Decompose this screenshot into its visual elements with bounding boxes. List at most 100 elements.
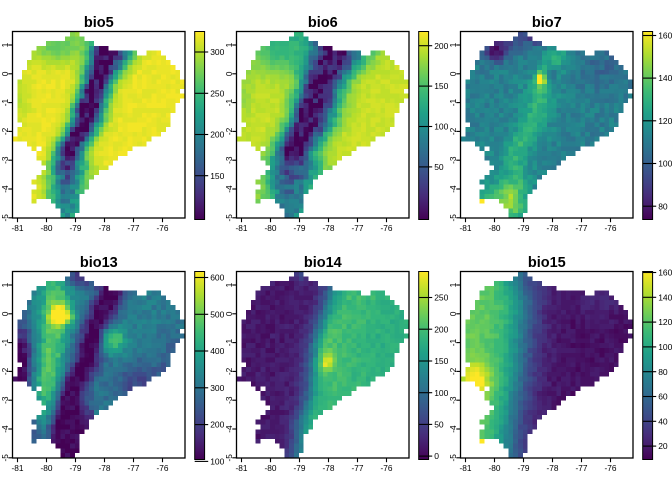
svg-text:100: 100 xyxy=(434,388,448,398)
svg-text:bio15: bio15 xyxy=(528,255,566,271)
svg-text:-78: -78 xyxy=(99,223,111,233)
svg-text:-76: -76 xyxy=(605,463,617,473)
svg-text:60: 60 xyxy=(658,392,668,402)
svg-text:-81: -81 xyxy=(460,223,472,233)
svg-text:-3: -3 xyxy=(224,156,234,164)
svg-text:-76: -76 xyxy=(381,223,393,233)
svg-text:-3: -3 xyxy=(0,156,10,164)
svg-text:1: 1 xyxy=(448,42,458,47)
svg-text:200: 200 xyxy=(210,130,224,140)
svg-text:-4: -4 xyxy=(224,185,234,193)
svg-text:500: 500 xyxy=(210,309,224,319)
svg-text:-1: -1 xyxy=(448,99,458,107)
svg-text:-79: -79 xyxy=(518,463,530,473)
svg-text:0: 0 xyxy=(448,71,458,76)
svg-text:1: 1 xyxy=(0,282,10,287)
svg-text:-2: -2 xyxy=(0,127,10,135)
svg-text:250: 250 xyxy=(434,293,448,303)
svg-text:bio14: bio14 xyxy=(304,255,342,271)
svg-text:100: 100 xyxy=(658,342,672,352)
svg-text:300: 300 xyxy=(210,383,224,393)
svg-text:150: 150 xyxy=(210,171,224,181)
svg-text:-79: -79 xyxy=(518,223,530,233)
svg-text:-79: -79 xyxy=(70,463,82,473)
svg-text:-78: -78 xyxy=(323,223,335,233)
svg-text:0: 0 xyxy=(224,71,234,76)
svg-text:-2: -2 xyxy=(224,367,234,375)
svg-text:-81: -81 xyxy=(12,223,24,233)
svg-text:250: 250 xyxy=(210,88,224,98)
svg-text:0: 0 xyxy=(0,71,10,76)
svg-text:50: 50 xyxy=(434,162,444,172)
svg-text:-2: -2 xyxy=(448,367,458,375)
svg-text:200: 200 xyxy=(210,420,224,430)
svg-text:-5: -5 xyxy=(448,214,458,222)
svg-text:1: 1 xyxy=(0,42,10,47)
svg-text:-1: -1 xyxy=(448,339,458,347)
svg-text:-81: -81 xyxy=(236,223,248,233)
svg-text:bio7: bio7 xyxy=(532,15,562,31)
svg-text:-1: -1 xyxy=(224,99,234,107)
svg-text:-3: -3 xyxy=(0,396,10,404)
svg-text:-80: -80 xyxy=(489,463,501,473)
svg-text:50: 50 xyxy=(434,420,444,430)
svg-text:-3: -3 xyxy=(448,156,458,164)
svg-text:-1: -1 xyxy=(224,339,234,347)
svg-text:-4: -4 xyxy=(448,185,458,193)
svg-text:-77: -77 xyxy=(128,223,140,233)
svg-text:120: 120 xyxy=(658,116,672,126)
svg-text:140: 140 xyxy=(658,292,672,302)
svg-text:-80: -80 xyxy=(41,463,53,473)
svg-text:-80: -80 xyxy=(41,223,53,233)
svg-text:20: 20 xyxy=(658,441,668,451)
svg-text:-3: -3 xyxy=(224,396,234,404)
svg-text:400: 400 xyxy=(210,346,224,356)
svg-text:-80: -80 xyxy=(489,223,501,233)
svg-text:160: 160 xyxy=(658,31,672,41)
svg-text:100: 100 xyxy=(210,457,224,467)
svg-text:140: 140 xyxy=(658,73,672,83)
svg-text:120: 120 xyxy=(658,317,672,327)
svg-text:1: 1 xyxy=(224,282,234,287)
svg-text:-77: -77 xyxy=(128,463,140,473)
svg-text:-78: -78 xyxy=(99,463,111,473)
svg-text:40: 40 xyxy=(658,416,668,426)
svg-text:bio6: bio6 xyxy=(308,15,338,31)
svg-text:1: 1 xyxy=(448,282,458,287)
svg-text:-81: -81 xyxy=(12,463,24,473)
svg-text:300: 300 xyxy=(210,47,224,57)
svg-text:80: 80 xyxy=(658,367,668,377)
svg-text:80: 80 xyxy=(658,201,668,211)
svg-text:bio13: bio13 xyxy=(80,255,118,271)
svg-text:-3: -3 xyxy=(448,396,458,404)
svg-text:-78: -78 xyxy=(547,223,559,233)
svg-text:600: 600 xyxy=(210,273,224,283)
svg-text:160: 160 xyxy=(658,268,672,278)
svg-text:100: 100 xyxy=(434,122,448,132)
svg-text:-79: -79 xyxy=(294,223,306,233)
svg-text:150: 150 xyxy=(434,81,448,91)
svg-text:-5: -5 xyxy=(224,454,234,462)
svg-text:0: 0 xyxy=(0,311,10,316)
svg-text:-77: -77 xyxy=(576,463,588,473)
svg-text:200: 200 xyxy=(434,324,448,334)
svg-text:-5: -5 xyxy=(224,214,234,222)
svg-text:-78: -78 xyxy=(323,463,335,473)
svg-text:0: 0 xyxy=(224,311,234,316)
svg-text:-76: -76 xyxy=(605,223,617,233)
svg-text:-2: -2 xyxy=(0,367,10,375)
svg-text:0: 0 xyxy=(434,451,439,461)
svg-text:150: 150 xyxy=(434,356,448,366)
svg-text:-80: -80 xyxy=(265,223,277,233)
svg-text:100: 100 xyxy=(658,159,672,169)
svg-text:-78: -78 xyxy=(547,463,559,473)
svg-text:-77: -77 xyxy=(352,223,364,233)
svg-text:-4: -4 xyxy=(224,425,234,433)
svg-text:-80: -80 xyxy=(265,463,277,473)
svg-text:-76: -76 xyxy=(157,223,169,233)
svg-text:bio5: bio5 xyxy=(84,15,114,31)
svg-text:-76: -76 xyxy=(157,463,169,473)
svg-text:-5: -5 xyxy=(0,214,10,222)
svg-text:-1: -1 xyxy=(0,99,10,107)
svg-text:1: 1 xyxy=(224,42,234,47)
